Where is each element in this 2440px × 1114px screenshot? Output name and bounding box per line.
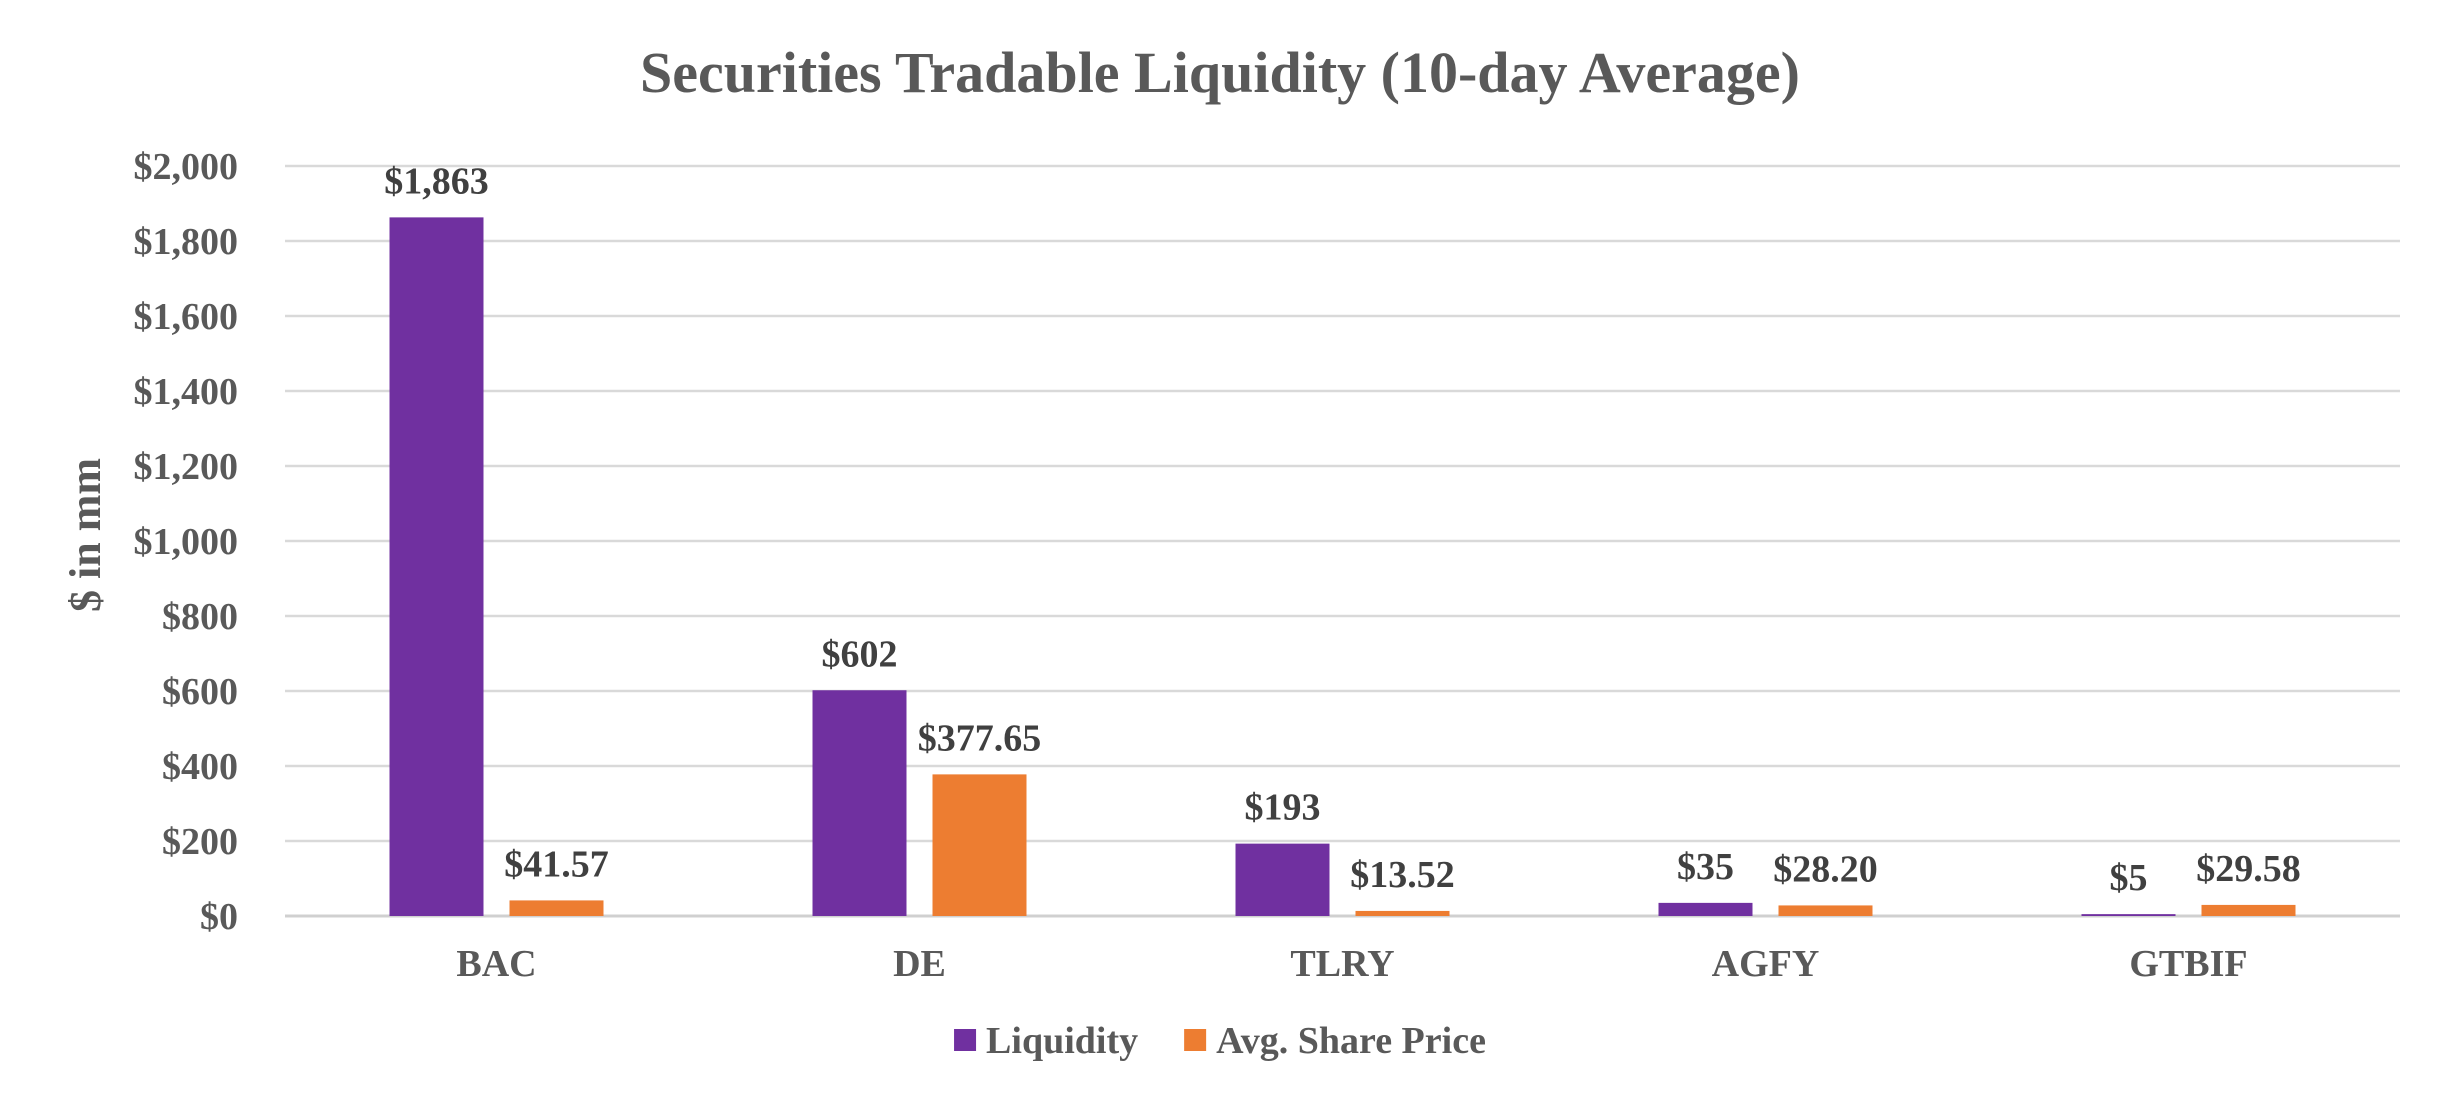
bar-avg-share-price-de — [932, 774, 1027, 916]
legend-label: Liquidity — [986, 1020, 1138, 1062]
y-tick-label: $2,000 — [134, 146, 239, 188]
x-axis-categories: BAC DE TLRY AGFY GTBIF — [456, 943, 2247, 985]
y-tick-label: $1,600 — [134, 296, 239, 338]
legend-item: Avg. Share Price — [1184, 1020, 1486, 1062]
legend: Liquidity Avg. Share Price — [954, 1020, 1486, 1062]
data-label: $5 — [2110, 857, 2148, 899]
data-label: $13.52 — [1350, 854, 1455, 896]
bar-liquidity-agfy — [1658, 902, 1753, 916]
data-label: $602 — [822, 633, 898, 675]
legend-item: Liquidity — [954, 1020, 1138, 1062]
y-tick-label: $1,400 — [134, 371, 239, 413]
data-label: $29.58 — [2196, 848, 2301, 890]
y-axis-title: $ in mm — [61, 458, 110, 612]
data-label: $1,863 — [384, 160, 489, 202]
x-category-label: TLRY — [1290, 943, 1394, 985]
bar-liquidity-bac — [389, 217, 484, 916]
y-tick-label: $1,000 — [134, 521, 239, 563]
data-labels: $1,863 $41.57 $602 $377.65 $193 $13.52 $35 $28.… — [384, 160, 2301, 899]
data-label: $28.20 — [1773, 848, 1878, 890]
y-tick-label: $600 — [162, 671, 238, 713]
bar-avg-share-price-bac — [509, 900, 604, 916]
bar-avg-share-price-tlry — [1355, 910, 1450, 916]
bar-liquidity-tlry — [1235, 843, 1330, 916]
gridlines — [285, 164, 2400, 918]
bar-liquidity-de — [812, 690, 907, 916]
legend-swatch — [954, 1029, 977, 1051]
chart-title: Securities Tradable Liquidity (10-day Av… — [640, 40, 1800, 105]
y-tick-label: $1,800 — [134, 221, 239, 263]
legend-label: Avg. Share Price — [1216, 1020, 1486, 1062]
data-label: $35 — [1677, 846, 1734, 888]
data-label: $193 — [1245, 787, 1321, 829]
bar-liquidity-gtbif — [2081, 914, 2176, 916]
y-tick-label: $800 — [162, 596, 238, 638]
y-tick-label: $0 — [200, 896, 238, 938]
x-category-label: AGFY — [1712, 943, 1820, 985]
legend-swatch — [1184, 1029, 1207, 1051]
y-tick-label: $200 — [162, 821, 238, 863]
x-category-label: DE — [893, 943, 946, 985]
x-category-label: GTBIF — [2129, 943, 2247, 985]
data-label: $377.65 — [918, 717, 1042, 759]
bars — [389, 217, 2296, 916]
data-label: $41.57 — [504, 843, 609, 885]
y-tick-label: $400 — [162, 746, 238, 788]
y-axis-ticks: $0 $200 $400 $600 $800 $1,000 $1,200 $1,400 $1,6… — [134, 146, 239, 938]
bar-avg-share-price-agfy — [1778, 905, 1873, 916]
y-tick-label: $1,200 — [134, 446, 239, 488]
bar-avg-share-price-gtbif — [2201, 904, 2296, 916]
x-category-label: BAC — [456, 943, 536, 985]
